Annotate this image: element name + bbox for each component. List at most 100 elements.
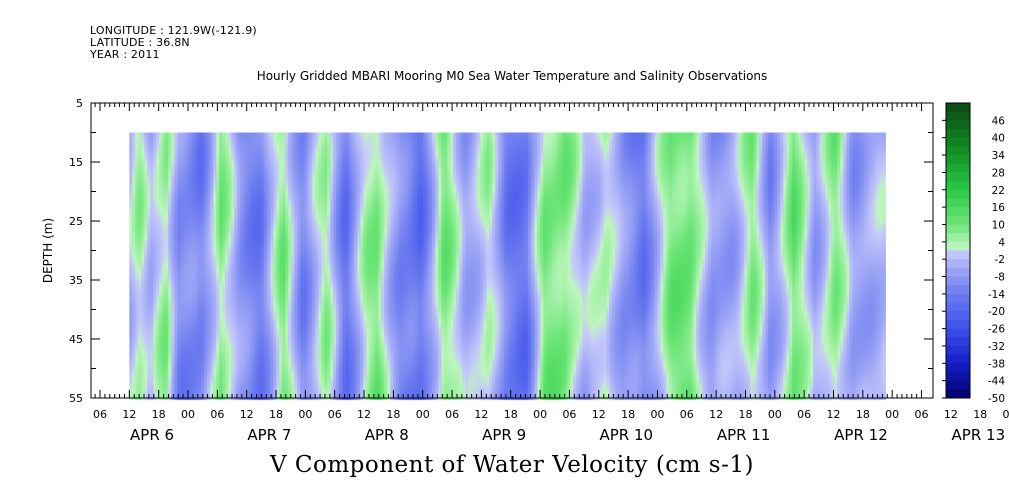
x-hour-tick-label: 18 — [856, 408, 870, 421]
axes: 5 15 25 35 45 55 DEPTH (m) 06 12 18 00 06 12 18 00 06 12… — [41, 97, 1009, 444]
x-hour-tick-label: 12 — [122, 408, 136, 421]
colorbar-bin — [946, 250, 970, 260]
x-hour-tick-label: 00 — [416, 408, 430, 421]
x-hour-tick-label: 00 — [768, 408, 782, 421]
x-hour-tick-label: 00 — [181, 408, 195, 421]
y-axis-label: DEPTH (m) — [41, 218, 55, 283]
colorbar-bin — [946, 189, 970, 199]
x-hour-tick-label: 00 — [885, 408, 899, 421]
x-hour-tick-label: 12 — [709, 408, 723, 421]
x-hour-tick-label: 06 — [93, 408, 107, 421]
colorbar-bin — [946, 146, 970, 156]
colorbar-bin — [946, 276, 970, 286]
y-tick-label: 35 — [69, 274, 83, 287]
colorbar-bin — [946, 129, 970, 139]
x-hour-tick-label: 12 — [592, 408, 606, 421]
colorbar-label: -50 — [988, 393, 1005, 405]
x-axis-label: V Component of Water Velocity (cm s-1) — [0, 452, 1009, 478]
colorbar-label: -44 — [988, 376, 1005, 388]
colorbar-label: 4 — [998, 237, 1005, 249]
colorbar-bin — [946, 233, 970, 243]
y-tick-label: 5 — [76, 97, 83, 110]
colorbar-bin — [946, 111, 970, 121]
x-hour-tick-label: 18 — [386, 408, 400, 421]
colorbar-bin — [946, 363, 970, 373]
colorbar-bin — [946, 337, 970, 347]
x-date-label: APR 13 — [952, 426, 1006, 444]
colorbar-label: 16 — [992, 202, 1006, 214]
x-hour-tick-label: 00 — [650, 408, 664, 421]
colorbar-label: -32 — [988, 341, 1005, 353]
y-tick-label: 25 — [69, 215, 83, 228]
year-label: YEAR : 2011 — [90, 49, 160, 61]
chart-title: Hourly Gridded MBARI Mooring M0 Sea Wate… — [0, 69, 1009, 83]
x-date-label: APR 10 — [599, 426, 653, 444]
latitude-label: LATITUDE : 36.8N — [90, 37, 190, 49]
x-hour-tick-label: 12 — [474, 408, 488, 421]
colorbar-bin — [946, 328, 970, 338]
y-tick-label: 15 — [69, 156, 83, 169]
colorbar-bin — [946, 259, 970, 269]
colorbar-bin — [946, 103, 970, 113]
colorbar-label: -20 — [988, 306, 1005, 318]
x-date-label: APR 7 — [247, 426, 291, 444]
colorbar-bin — [946, 207, 970, 217]
x-date-label: APR 11 — [717, 426, 771, 444]
colorbar-bin — [946, 198, 970, 208]
x-hour-tick-label: 18 — [152, 408, 166, 421]
x-hour-tick-label: 12 — [357, 408, 371, 421]
colorbar-label: 28 — [992, 167, 1005, 179]
x-hour-tick-label: 06 — [562, 408, 576, 421]
colorbar: 46 40 34 28 22 16 10 4 -2 -8 -14 -20 -26 -32 -38 -44 -50 — [942, 102, 1006, 405]
colorbar-bin — [946, 319, 970, 330]
colorbar-label: -2 — [995, 254, 1005, 266]
x-hour-tick-label: 06 — [680, 408, 694, 421]
colorbar-label: -14 — [988, 289, 1005, 301]
colorbar-bin — [946, 137, 970, 147]
colorbar-bin — [946, 389, 970, 399]
longitude-label: LONGITUDE : 121.9W(-121.9) — [90, 25, 257, 37]
colorbar-label: -8 — [995, 272, 1005, 284]
x-hour-tick-label: 06 — [915, 408, 929, 421]
colorbar-bin — [946, 354, 970, 364]
y-tick-label: 45 — [69, 333, 83, 346]
colorbar-bin — [946, 172, 970, 182]
plot-area — [129, 132, 886, 401]
colorbar-bin — [946, 241, 970, 251]
colorbar-bin — [946, 302, 970, 312]
x-date-label: APR 6 — [130, 426, 174, 444]
x-hour-tick-label: 06 — [210, 408, 224, 421]
x-hour-tick-label: 00 — [1003, 408, 1009, 421]
colorbar-bin — [946, 120, 970, 130]
x-hour-tick-label: 18 — [269, 408, 283, 421]
colorbar-bin — [946, 380, 970, 390]
colorbar-label: 22 — [992, 185, 1005, 197]
x-hour-tick-label: 12 — [827, 408, 841, 421]
colorbar-bin — [946, 285, 970, 295]
colorbar-bin — [946, 224, 970, 234]
colorbar-bin — [946, 155, 970, 165]
colorbar-bin — [946, 267, 970, 278]
x-date-label: APR 9 — [482, 426, 526, 444]
colorbar-label: 46 — [992, 115, 1006, 127]
x-hour-tick-label: 18 — [738, 408, 752, 421]
x-hour-tick-label: 12 — [944, 408, 958, 421]
x-hour-tick-label: 00 — [298, 408, 312, 421]
colorbar-bin — [946, 371, 970, 382]
x-hour-tick-label: 06 — [445, 408, 459, 421]
colorbar-bin — [946, 311, 970, 321]
colorbar-frame — [945, 102, 971, 399]
colorbar-label: -38 — [988, 358, 1005, 370]
x-date-label: APR 8 — [365, 426, 409, 444]
x-hour-tick-label: 18 — [973, 408, 987, 421]
colorbar-label: 34 — [992, 150, 1006, 162]
x-hour-tick-label: 00 — [533, 408, 547, 421]
y-tick-label: 55 — [69, 392, 83, 405]
x-hour-tick-label: 18 — [504, 408, 518, 421]
x-hour-tick-label: 12 — [240, 408, 254, 421]
colorbar-label: 40 — [992, 133, 1005, 145]
colorbar-label: 10 — [992, 219, 1005, 231]
x-hour-tick-label: 06 — [328, 408, 342, 421]
colorbar-bin — [946, 293, 970, 304]
